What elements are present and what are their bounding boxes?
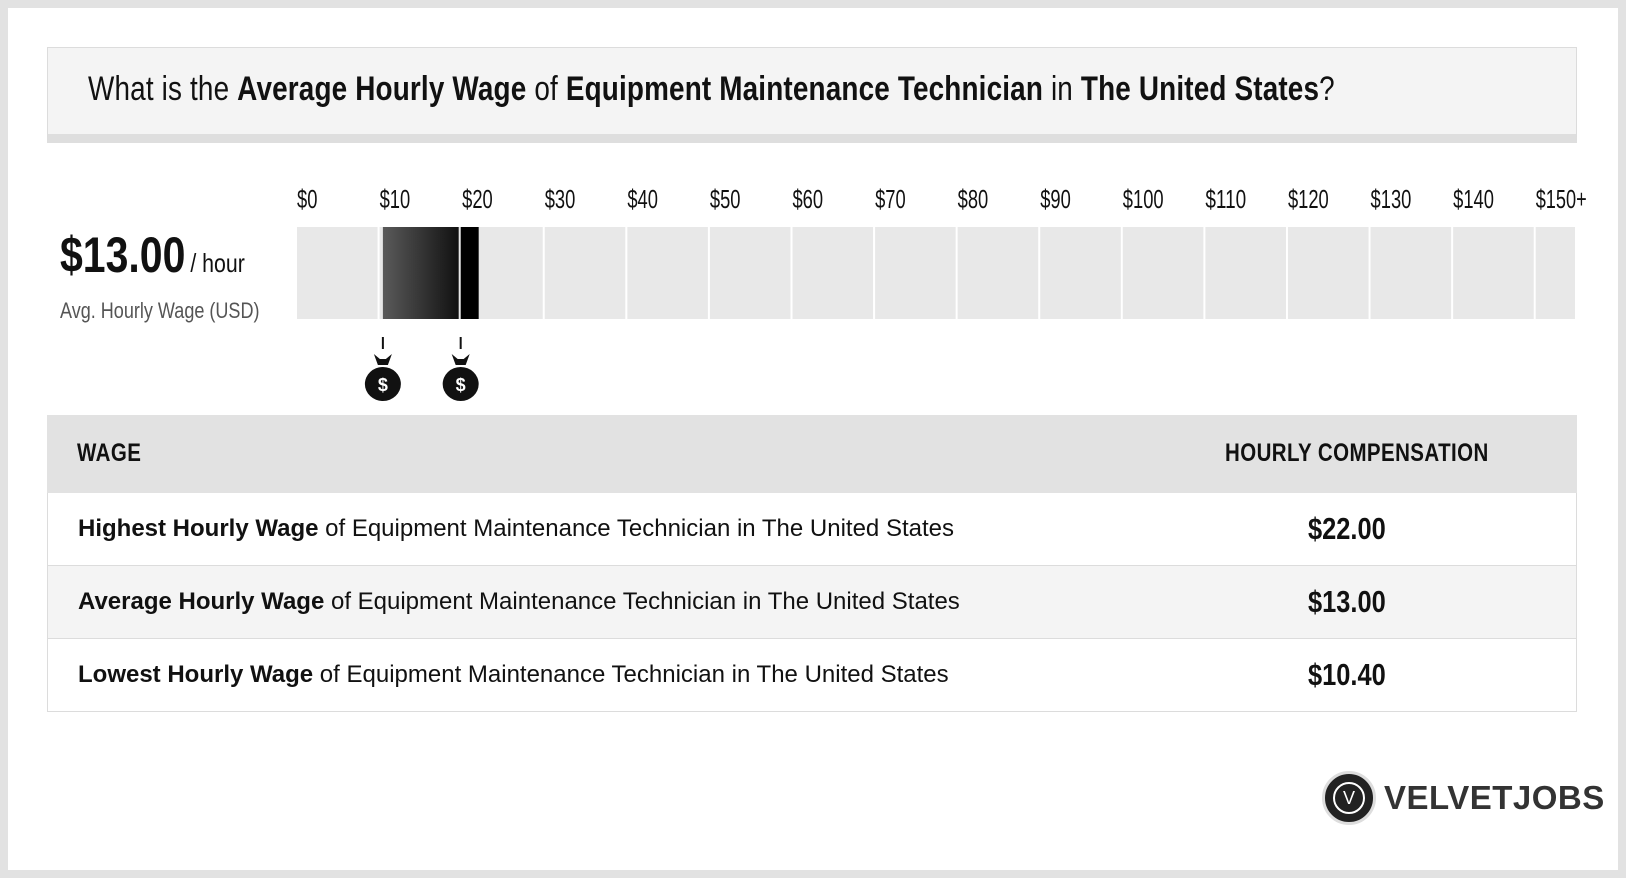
track-cell	[1122, 227, 1204, 319]
x-tick-label: $90	[1040, 184, 1071, 214]
x-tick-label: $140	[1453, 184, 1494, 214]
logo-letter: V	[1333, 782, 1365, 814]
row-description: Highest Hourly Wage of Equipment Mainten…	[78, 515, 954, 542]
table-row: Highest Hourly Wage of Equipment Mainten…	[47, 493, 1577, 566]
x-tick-label: $20	[462, 184, 493, 214]
row-value: $22.00	[1308, 511, 1386, 546]
row-value: $13.00	[1308, 584, 1386, 619]
header-wage: WAGE	[77, 439, 142, 467]
x-tick-label: $110	[1205, 184, 1246, 214]
wage-range-bar	[382, 227, 459, 319]
x-tick-label: $130	[1371, 184, 1412, 214]
page-title: What is the Average Hourly Wage of Equip…	[88, 70, 1335, 108]
x-tick-label: $30	[545, 184, 576, 214]
track-cell	[1287, 227, 1369, 319]
row-description: Average Hourly Wage of Equipment Mainten…	[78, 588, 960, 615]
average-wage-unit: / hour	[190, 248, 245, 278]
x-tick-label: $80	[958, 184, 989, 214]
row-description: Lowest Hourly Wage of Equipment Maintena…	[78, 661, 949, 688]
wage-range-cap	[460, 227, 479, 319]
title-box: What is the Average Hourly Wage of Equip…	[47, 47, 1577, 143]
track-cell	[627, 227, 708, 319]
x-tick-label: $100	[1123, 184, 1164, 214]
svg-text:$: $	[456, 375, 466, 395]
track-cell	[544, 227, 626, 319]
table-row: Lowest Hourly Wage of Equipment Maintena…	[47, 639, 1577, 712]
x-tick-label: $150+	[1536, 184, 1587, 214]
track-cell	[1205, 227, 1286, 319]
track-cell	[875, 227, 956, 319]
track-cell	[297, 227, 378, 319]
svg-text:$: $	[378, 375, 388, 395]
track-cell	[957, 227, 1039, 319]
brand-name: VELVETJOBS	[1384, 779, 1605, 816]
x-tick-label: $60	[792, 184, 823, 214]
x-tick-label: $10	[380, 184, 411, 214]
table-row: Average Hourly Wage of Equipment Mainten…	[47, 566, 1577, 639]
money-bag-icon: $	[364, 354, 401, 401]
velvetjobs-logo-icon: V	[1322, 771, 1376, 825]
track-cell	[1535, 227, 1575, 319]
track-cell	[1453, 227, 1534, 319]
x-tick-label: $40	[627, 184, 658, 214]
track-cell	[1040, 227, 1121, 319]
wage-table: WAGE HOURLY COMPENSATION Highest Hourly …	[47, 415, 1577, 712]
wage-range-chart: $0 $10 $20 $30 $40 $50 $60 $70 $80 $90 $100 $110 $12…	[297, 184, 1587, 401]
track-cell	[792, 227, 874, 319]
x-tick-label: $70	[875, 184, 906, 214]
money-bag-icon: $	[442, 354, 479, 401]
table-header: WAGE HOURLY COMPENSATION	[47, 415, 1577, 493]
x-tick-label: $50	[710, 184, 741, 214]
row-value: $10.40	[1308, 657, 1386, 692]
x-tick-label: $0	[297, 184, 317, 214]
average-wage-caption: Avg. Hourly Wage (USD)	[60, 298, 260, 323]
header-hourly-compensation: HOURLY COMPENSATION	[1225, 439, 1489, 467]
track-cell	[1370, 227, 1452, 319]
track-cell	[709, 227, 791, 319]
average-wage-value: $13.00/ hour	[60, 227, 245, 283]
x-tick-label: $120	[1288, 184, 1329, 214]
